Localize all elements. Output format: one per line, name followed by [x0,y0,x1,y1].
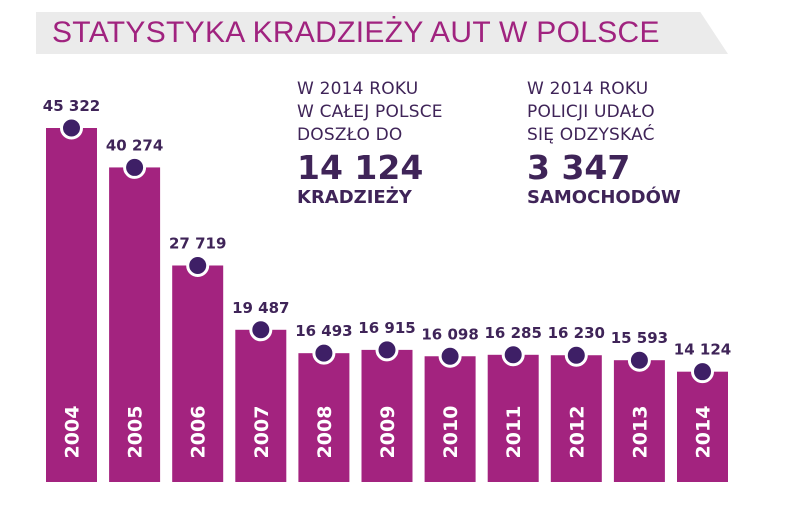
bar-2004 [46,128,97,482]
info-line: DOSZŁO DO [297,125,403,145]
value-label: 19 487 [232,299,289,317]
bar-2013 [613,360,665,482]
point-marker [691,360,714,384]
value-label: 15 593 [611,329,668,347]
bar-2005 [109,167,161,482]
year-label: 2008 [314,406,336,459]
year-label: 2010 [440,406,462,459]
point-marker [564,343,588,367]
thefts-number: 14 124 [297,148,424,187]
value-label: 14 124 [674,341,731,359]
value-label: 16 915 [358,319,415,337]
year-label: 2011 [503,406,525,459]
info-line: W CAŁEJ POLSCE [297,102,443,122]
bar-2012 [550,355,602,482]
info-line: W 2014 ROKU [297,79,419,99]
point-marker [627,348,651,372]
point-marker [375,338,399,362]
recovered-number: 3 347 [527,148,631,187]
point-marker [501,343,525,367]
year-label: 2004 [62,406,84,459]
bar-2009 [361,349,413,482]
value-label: 16 098 [421,325,478,343]
bar-2011 [487,354,539,482]
title-band [36,12,728,54]
bar-2010 [424,356,476,482]
point-marker [438,344,462,368]
year-label: 2006 [188,406,210,459]
point-marker [186,253,210,277]
point-marker [123,155,147,179]
value-label: 16 493 [295,322,352,340]
bar-2008 [298,353,350,482]
recovered-unit: SAMOCHODÓW [527,187,681,208]
bar-2007 [235,329,287,482]
value-label: 40 274 [106,136,163,154]
value-label: 45 322 [43,97,100,115]
value-label: 27 719 [169,234,226,252]
year-label: 2013 [629,406,651,459]
bar-2006 [172,265,224,482]
bar-2014 [677,371,728,482]
info-line: POLICJI UDAŁO [527,102,655,122]
info-block-recovered: W 2014 ROKU POLICJI UDAŁO SIĘ ODZYSKAĆ 3… [527,78,681,209]
chart-title: STATYSTYKA KRADZIEŻY AUT W POLSCE [52,16,660,49]
year-label: 2007 [251,406,273,459]
info-line: W 2014 ROKU [527,79,649,99]
year-label: 2005 [125,406,147,459]
info-line: SIĘ ODZYSKAĆ [527,125,655,145]
value-label: 16 230 [548,324,605,342]
value-label: 16 285 [484,324,541,342]
year-label: 2012 [566,406,588,459]
year-label: 2014 [693,406,715,459]
thefts-unit: KRADZIEŻY [297,187,412,208]
point-marker [60,116,83,140]
point-marker [249,318,273,342]
point-marker [312,341,336,365]
year-label: 2009 [377,406,399,459]
info-block-thefts: W 2014 ROKU W CAŁEJ POLSCE DOSZŁO DO 14 … [297,78,443,209]
